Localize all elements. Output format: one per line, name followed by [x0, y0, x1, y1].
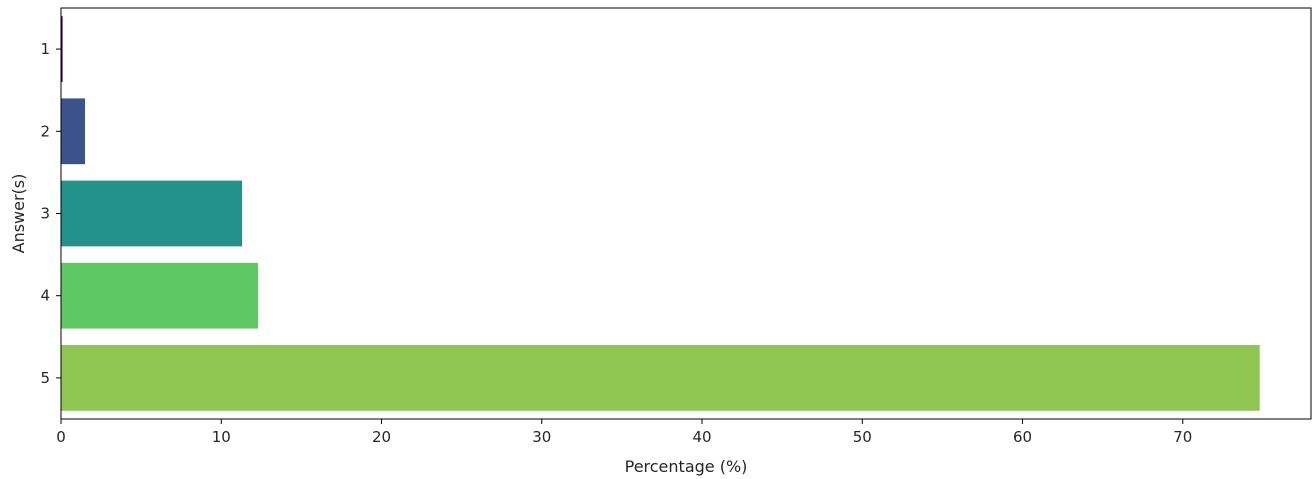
- x-tick-label: 70: [1173, 428, 1192, 446]
- x-axis-ticks: 0 10 20 30 40 50 60 70: [56, 419, 1192, 446]
- y-tick-label: 4: [40, 287, 50, 305]
- bar-4: [61, 262, 259, 329]
- y-axis-label: Answer(s): [9, 174, 28, 254]
- x-tick-label: 30: [532, 428, 551, 446]
- bar-2: [61, 98, 86, 165]
- bar-3: [61, 180, 243, 247]
- y-tick-label: 3: [40, 205, 50, 223]
- y-tick-label: 5: [40, 369, 50, 387]
- bar-5: [61, 345, 1260, 411]
- x-tick-label: 50: [853, 428, 872, 446]
- bar-1: [61, 16, 63, 82]
- y-axis-ticks: 1 2 3 4 5: [40, 40, 61, 387]
- y-tick-label: 2: [40, 122, 50, 140]
- x-tick-label: 20: [372, 428, 391, 446]
- bars-group: [61, 16, 1260, 411]
- y-tick-label: 1: [40, 40, 50, 58]
- x-axis-label: Percentage (%): [625, 457, 748, 476]
- x-tick-label: 10: [212, 428, 231, 446]
- plot-frame: [60, 7, 1312, 420]
- x-tick-label: 40: [692, 428, 711, 446]
- x-tick-label: 60: [1013, 428, 1032, 446]
- x-tick-label: 0: [56, 428, 66, 446]
